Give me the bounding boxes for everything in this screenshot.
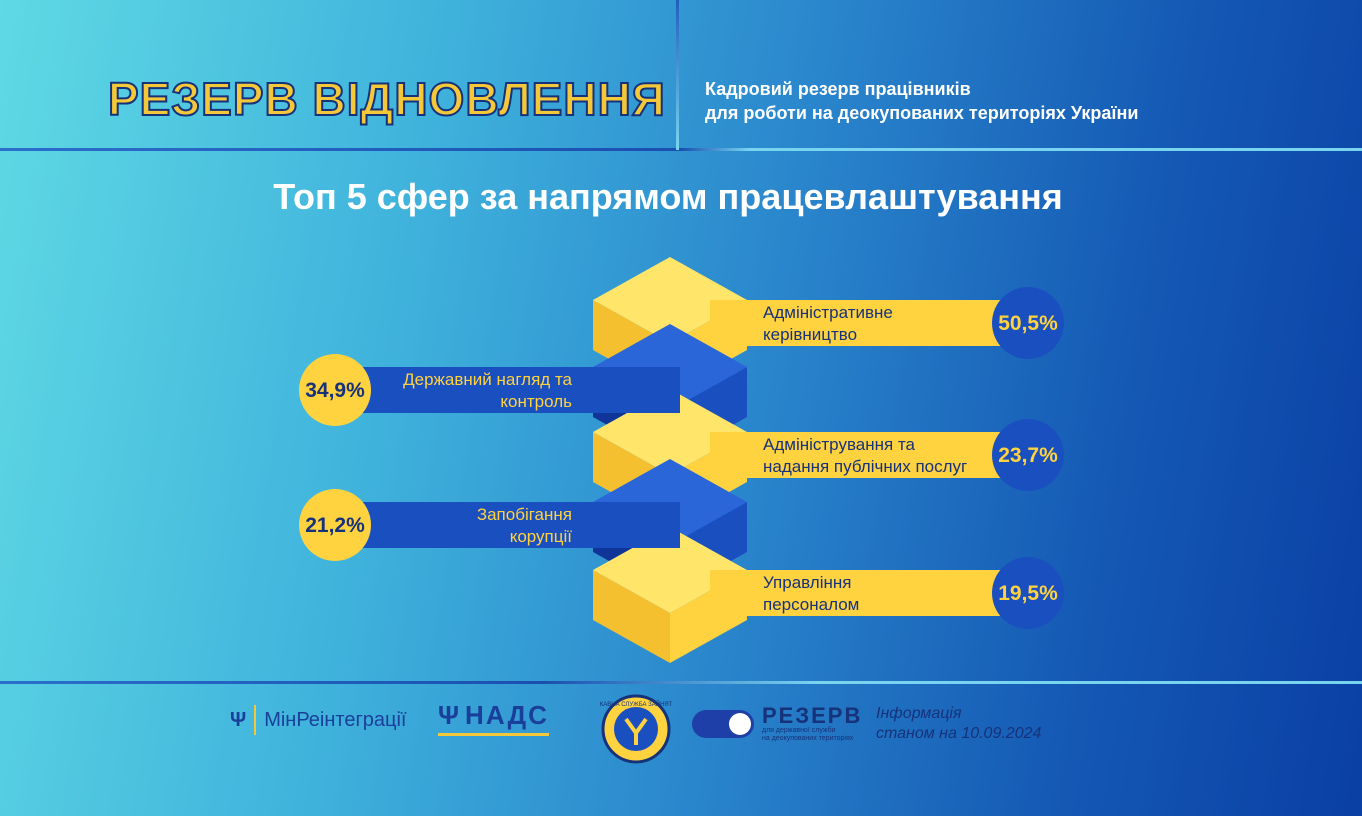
block-top xyxy=(593,257,747,343)
brand-title: РЕЗЕРВ ВІДНОВЛЕННЯ xyxy=(107,72,666,126)
value-circle xyxy=(992,557,1064,629)
value-label: 19,5% xyxy=(998,582,1058,605)
employment-service-logo: ДЕРЖАВНА СЛУЖБА ЗАЙНЯТОСТІ xyxy=(600,694,672,764)
footer-divider xyxy=(0,681,1362,684)
category-band xyxy=(710,570,1030,616)
category-label: керівництво xyxy=(763,325,857,344)
value-circle xyxy=(299,354,371,426)
category-label: Управління xyxy=(763,573,851,592)
category-label: Запобігання xyxy=(477,505,572,524)
category-label: Адміністрування та xyxy=(763,435,916,454)
rezerv-sub1: для державної служби xyxy=(762,727,836,734)
rezerv-label: РЕЗЕРВ xyxy=(762,703,863,728)
info-note: Інформація станом на 10.09.2024 xyxy=(876,704,1041,744)
value-label: 50,5% xyxy=(998,312,1058,335)
trident-icon: Ψ xyxy=(438,700,462,730)
header-vertical-divider xyxy=(676,0,679,150)
info-line-2: станом на 10.09.2024 xyxy=(876,725,1042,742)
rezerv-sub2: на деокупованих територіях xyxy=(762,735,854,742)
value-label: 23,7% xyxy=(998,444,1058,467)
subtitle-line-1: Кадровий резерв працівників xyxy=(705,79,971,99)
header-divider xyxy=(0,148,1362,151)
employment-service-ring-text: ДЕРЖАВНА СЛУЖБА ЗАЙНЯТОСТІ xyxy=(600,700,672,708)
category-label: надання публічних послуг xyxy=(763,457,967,476)
rezerv-logo: РЕЗЕРВ для державної служби на деокупова… xyxy=(692,705,862,743)
info-line-1: Інформація xyxy=(876,705,962,722)
category-band xyxy=(330,367,680,413)
block-top xyxy=(593,527,747,613)
category-band xyxy=(710,432,1030,478)
value-circle xyxy=(992,287,1064,359)
category-band xyxy=(330,502,680,548)
category-label: корупції xyxy=(510,527,573,546)
value-circle xyxy=(299,489,371,561)
category-label: персоналом xyxy=(763,595,859,614)
trident-icon: Ψ xyxy=(230,708,247,731)
value-label: 21,2% xyxy=(305,514,365,537)
category-band xyxy=(710,300,1030,346)
nads-logo: Ψ НАДС xyxy=(438,700,549,736)
category-label: контроль xyxy=(500,392,572,411)
category-label: Державний нагляд та xyxy=(403,370,572,389)
logo-divider xyxy=(254,705,257,735)
category-label: Адміністративне xyxy=(763,303,893,322)
chart-title: Топ 5 сфер за напрямом працевлаштування xyxy=(273,176,1063,217)
block-side-left xyxy=(593,570,670,663)
minreintegration-label: МінРеінтеграції xyxy=(264,708,407,731)
subtitle-line-2: для роботи на деокупованих територіях Ук… xyxy=(705,103,1139,123)
value-label: 34,9% xyxy=(305,379,365,402)
value-circle xyxy=(992,419,1064,491)
header-subtitle: Кадровий резерв працівників для роботи н… xyxy=(705,77,1325,125)
nads-label: НАДС xyxy=(465,700,549,730)
minreintegration-logo: Ψ МінРеінтеграції xyxy=(230,705,406,735)
toggle-icon xyxy=(692,710,754,738)
